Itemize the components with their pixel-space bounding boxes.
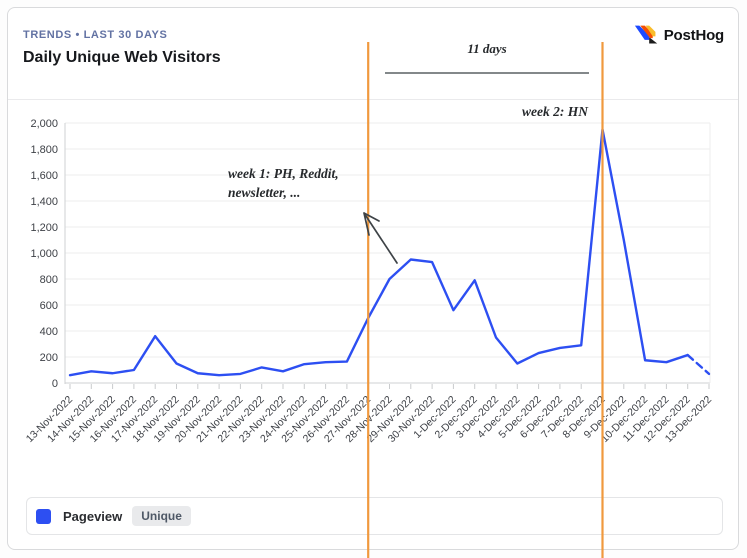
posthog-logo-text: PostHog <box>663 26 724 44</box>
series-type-badge: Unique <box>132 506 191 526</box>
annotation-week2: week 2: HN <box>522 104 588 119</box>
svg-text:1,800: 1,800 <box>30 144 58 156</box>
posthog-logo: PostHog <box>634 24 724 46</box>
annotation-range-label: 11 days <box>467 41 507 56</box>
legend: Pageview Unique <box>26 497 723 535</box>
annotation-week1-line2: newsletter, ... <box>228 185 301 200</box>
svg-text:1,400: 1,400 <box>30 196 58 208</box>
series-color-swatch <box>36 508 51 524</box>
svg-text:800: 800 <box>40 274 58 286</box>
svg-text:600: 600 <box>40 300 58 312</box>
page-title: Daily Unique Web Visitors <box>23 49 221 66</box>
svg-text:1,000: 1,000 <box>30 248 58 260</box>
svg-text:400: 400 <box>40 326 58 338</box>
annotation-week1: week 1: PH, Reddit, newsletter, ... <box>228 164 339 202</box>
card-header: TRENDS • LAST 30 DAYS Daily Unique Web V… <box>8 8 738 100</box>
breadcrumb: TRENDS • LAST 30 DAYS <box>23 29 168 41</box>
series-name[interactable]: Pageview <box>63 508 123 524</box>
svg-text:2,000: 2,000 <box>30 118 58 130</box>
svg-text:200: 200 <box>40 352 58 364</box>
svg-text:1,200: 1,200 <box>30 222 58 234</box>
svg-text:0: 0 <box>52 378 58 390</box>
annotation-week1-line1: week 1: PH, Reddit, <box>228 166 339 181</box>
svg-text:1,600: 1,600 <box>30 170 58 182</box>
posthog-logo-icon <box>634 25 657 44</box>
